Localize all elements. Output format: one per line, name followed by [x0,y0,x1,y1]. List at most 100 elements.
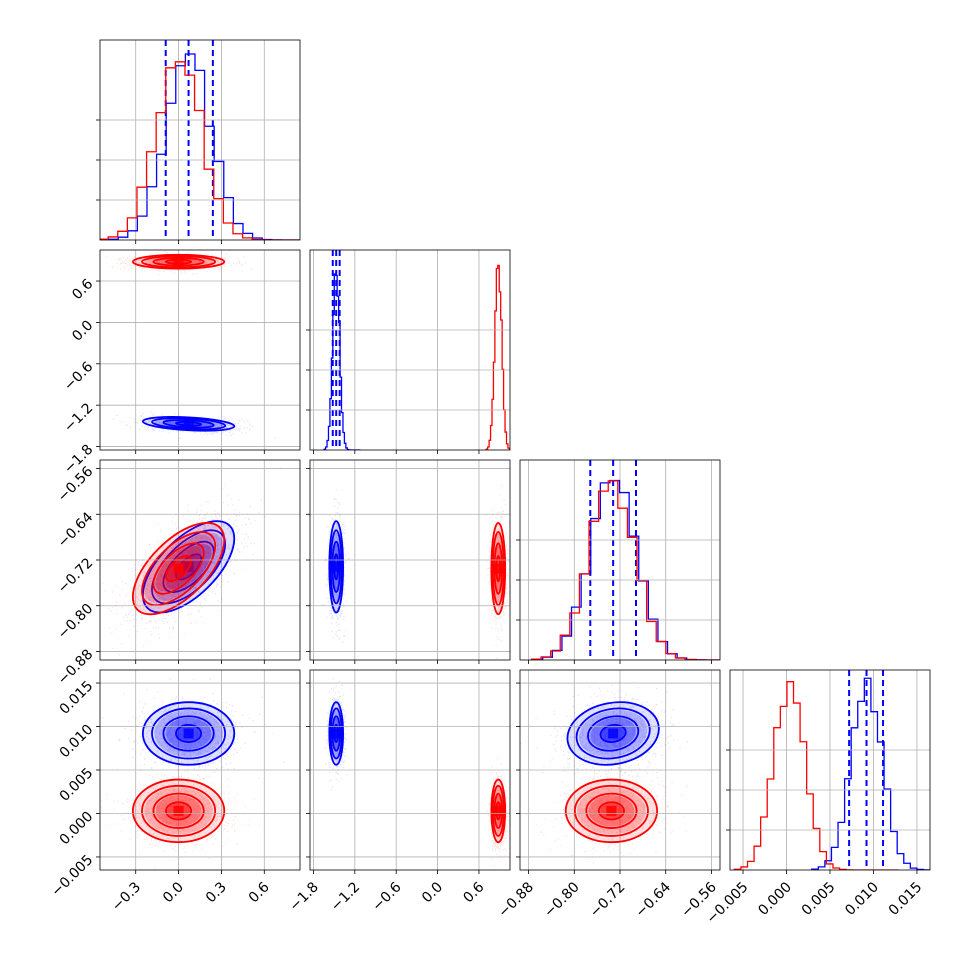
x-tick-label: 0.015 [886,879,926,919]
y-tick-label: −0.80 [55,601,97,643]
panel-2-2 [516,459,721,664]
y-tick-label: 0.0 [69,317,96,344]
y-tick-label: −0.6 [61,359,96,394]
contour-line [597,801,625,821]
y-tick-label: 0.010 [57,722,97,762]
contour-line [329,529,343,605]
panel-body [322,485,510,659]
density-peak [173,805,184,816]
panel-body [733,670,930,870]
y-tick-label: −0.88 [55,646,97,688]
panel-body [323,250,510,450]
panel-body [520,681,688,864]
contour-line [566,701,660,766]
x-tick-label: −1.8 [287,879,322,914]
density-peak [331,561,342,572]
panel-frame [729,669,931,871]
scatter-series-0 [520,681,688,788]
y-tick-label: −0.64 [55,509,97,551]
panel-frame [99,249,301,451]
density-peak [493,563,504,574]
x-tick-label: 0.000 [755,879,795,919]
y-tick-label: −0.72 [55,555,97,597]
contour-line [328,701,345,766]
contour-line [141,531,217,607]
panel-frame [309,249,511,451]
panel-body [325,678,510,867]
density-peak [183,418,194,429]
density-peak [173,563,184,574]
density-peak [173,256,184,267]
y-tick-label: 0.000 [57,809,97,849]
x-tick-label: 0.010 [842,879,882,919]
contour-line [599,723,627,743]
contour-line [141,784,217,837]
density-peak [606,805,617,816]
contour-line [165,555,193,583]
x-tick-label: 0.0 [419,879,446,906]
contour-line [328,520,345,614]
contour-line [165,801,193,821]
histogram-series-0 [532,479,720,660]
panel-frame [519,669,721,871]
contour-line [175,723,203,743]
histogram-series-1 [530,480,720,660]
contour-line [490,521,507,616]
x-tick-label: −1.2 [328,879,363,914]
contour-line [152,792,205,829]
contour-line [151,417,227,431]
scatter-series-1 [100,754,260,869]
contour-line [587,715,640,752]
x-tick-label: 0.005 [799,879,839,919]
x-tick-label: −0.88 [495,879,537,921]
x-tick-label: −0.6 [369,879,404,914]
contour-line [151,707,227,760]
density-peak [331,728,342,739]
contour-line [490,778,507,844]
histogram-series-0 [811,677,930,870]
panel-1-1 [306,249,511,454]
scatter-series-0 [107,467,281,649]
panel-3-3: −0.005 0.000 0.005 0.010 0.015 [704,669,931,927]
histogram-series-0 [107,53,300,240]
panel-2-0: −0.88−0.80−0.72−0.64−0.56 [55,459,301,688]
histogram-series-1 [100,61,300,240]
panel-3-1: −1.8 −1.2 −0.6 0.0 0.6 [287,669,511,915]
contour-line [131,778,226,844]
density-peak [493,805,504,816]
x-tick-label: −0.72 [587,879,629,921]
panel-body [530,460,720,660]
y-tick-label: 0.6 [69,276,96,303]
y-tick-label: −0.005 [48,852,96,900]
contour-line [141,255,217,269]
panel-0-0 [96,39,301,244]
contour-line [564,778,659,844]
panel-2-1 [306,459,511,664]
histogram-series-1 [485,264,510,450]
x-tick-label: −0.64 [633,879,675,921]
contour-line [329,707,343,760]
contour-line [175,553,203,581]
histogram-series-1 [733,681,899,870]
density-peak [608,728,619,739]
contour-line [131,253,226,270]
x-tick-label: 0.6 [246,879,273,906]
contour-line [141,701,236,766]
contour-line [152,542,205,595]
panel-frame [99,459,301,661]
panel-frame [99,39,301,241]
panel-3-2: −0.88 −0.80 −0.72 −0.64 −0.56 [495,669,721,921]
y-tick-label: −1.2 [61,400,96,435]
panel-1-0: −1.8−1.2−0.60.00.6 [61,249,301,477]
x-tick-label: −0.80 [541,879,583,921]
panel-body [100,678,285,869]
contour-line [573,784,649,837]
x-tick-label: 0.3 [203,879,230,906]
panel-frame [309,459,511,661]
contour-line [131,521,226,616]
panel-frame [309,669,511,871]
panel-frame [519,459,721,661]
contour-line [491,531,505,607]
contour-line [162,715,215,752]
